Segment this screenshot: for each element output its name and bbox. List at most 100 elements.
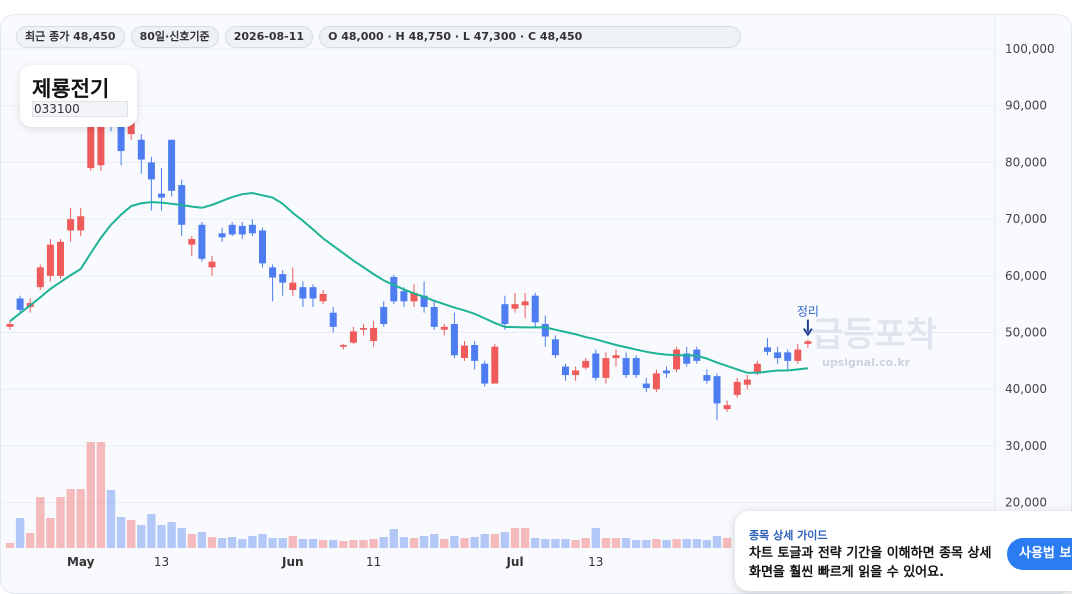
volume-bar: [137, 525, 146, 548]
candle-body: [713, 376, 721, 404]
volume-bar: [288, 536, 297, 548]
volume-bar: [591, 528, 600, 548]
candle-body: [67, 219, 75, 231]
x-tick-label: Jun: [281, 555, 304, 569]
annotation: 정리: [797, 305, 819, 319]
volume-bar: [116, 517, 126, 548]
chip: O 48,000 · H 48,750 · L 47,300 · C 48,45…: [319, 26, 742, 48]
volume-bar: [56, 497, 65, 548]
candle-body: [6, 324, 14, 327]
volume-bar: [207, 537, 217, 548]
candle-body: [87, 122, 95, 169]
candle-body: [743, 379, 751, 385]
volume-bar: [419, 536, 429, 548]
volume-bar: [601, 538, 611, 548]
candle-body: [299, 287, 307, 299]
x-tick-label: 13: [588, 555, 603, 569]
candle-body: [36, 267, 44, 288]
candle-body: [804, 341, 812, 344]
y-tick-label: 30,000: [1005, 439, 1047, 453]
volume-bar: [147, 514, 156, 548]
x-tick-label: 11: [366, 555, 381, 569]
page: 급등포착 upsignal.co.kr 20,000 30,000 40,000 50…: [0, 14, 1072, 594]
volume-bar: [722, 538, 732, 548]
candle-body: [562, 366, 569, 376]
candle-body: [137, 139, 145, 160]
candle-body: [218, 233, 226, 238]
candle-body: [582, 360, 590, 368]
volume-bar: [298, 539, 308, 548]
volume-bar: [662, 540, 671, 548]
watermark-site: upsignal.co.kr: [822, 356, 911, 369]
candle-body: [390, 276, 398, 302]
volume-bar: [5, 543, 15, 548]
volume-bar: [581, 538, 590, 548]
volume-bar: [561, 539, 570, 548]
volume-bar: [632, 540, 641, 548]
x-tick-label: May: [67, 555, 95, 569]
candle-body: [430, 307, 438, 327]
candle-body: [794, 349, 802, 361]
volume-bar: [611, 538, 621, 548]
volume-bar: [86, 442, 95, 548]
candle-body: [632, 358, 640, 376]
chip: 2026-08-11: [224, 26, 314, 48]
volume-bar: [228, 537, 237, 548]
volume-bar: [318, 540, 328, 548]
volume-bar: [470, 537, 479, 548]
volume-bar: [349, 540, 358, 548]
guide-title: 종목 상세 가이드: [749, 529, 828, 542]
y-tick-label: 50,000: [1005, 326, 1047, 340]
volume-bar: [621, 538, 631, 548]
volume-bar: [399, 537, 409, 548]
volume-bar: [652, 539, 661, 548]
candle-body: [400, 291, 408, 302]
candle-body: [683, 353, 691, 364]
candle-body: [673, 349, 681, 370]
candle-body: [158, 193, 165, 198]
candle-body: [309, 287, 317, 299]
candle-body: [289, 282, 297, 291]
volume-bar: [157, 525, 166, 548]
volume-bar: [712, 536, 722, 548]
volume-bar: [702, 540, 712, 548]
volume-bar: [389, 529, 398, 548]
candle-body: [531, 295, 539, 323]
candle-body: [663, 370, 670, 374]
volume-bar: [682, 539, 691, 548]
volume-bar: [127, 520, 136, 548]
volume-bar: [66, 489, 75, 548]
candle-body: [461, 345, 468, 359]
guide-button[interactable]: 사용법 보기: [1007, 538, 1072, 570]
volume-bar: [197, 532, 207, 548]
volume-bar: [409, 538, 419, 548]
candle-body: [16, 298, 24, 310]
volume-bar: [248, 536, 257, 548]
volume-bar: [167, 522, 176, 548]
candle-body: [652, 373, 660, 390]
candle-body: [774, 352, 782, 359]
volume-bar: [571, 540, 580, 548]
candle-body: [147, 162, 155, 180]
candle-body: [491, 346, 499, 384]
candle-body: [764, 347, 771, 352]
volume-bar: [177, 528, 186, 548]
volume-bar: [278, 538, 287, 548]
candle-body: [501, 304, 509, 325]
volume-bar: [268, 538, 277, 548]
chart: 급등포착 upsignal.co.kr 20,000 30,000 40,000 50…: [0, 15, 1055, 579]
candle-body: [380, 307, 388, 325]
volume-bar: [692, 539, 701, 548]
volume-bar: [440, 539, 449, 548]
stock-box: 제룡전기 033100: [20, 65, 137, 127]
volume-bar: [106, 490, 116, 548]
volume-bar: [379, 537, 388, 548]
x-tick-label: 13: [154, 555, 169, 569]
candle-body: [612, 355, 620, 359]
candle-body: [259, 230, 266, 264]
candle-body: [339, 345, 347, 347]
y-tick-label: 60,000: [1005, 269, 1047, 283]
volume-bar: [541, 539, 550, 548]
y-tick-label: 100,000: [1005, 42, 1055, 56]
volume-bar: [460, 538, 469, 548]
